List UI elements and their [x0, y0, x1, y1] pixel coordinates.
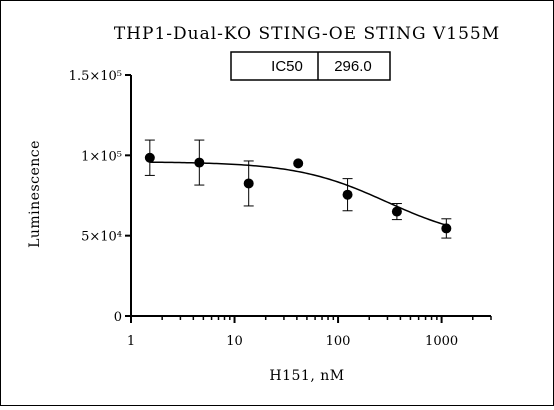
data-points: [144, 139, 452, 239]
ic50-table: IC50 296.0: [230, 51, 391, 81]
data-point: [194, 157, 205, 168]
x-tick-label: 100: [326, 334, 351, 349]
ic50-table-border: [230, 51, 391, 81]
y-tick-label: 1×10⁵: [81, 149, 122, 164]
x-tick-label: 10: [226, 334, 243, 349]
axes: [130, 75, 491, 317]
fit-curve: [149, 161, 447, 226]
data-point: [144, 152, 155, 163]
x-tick-label: 1000: [425, 334, 458, 349]
data-point: [391, 206, 402, 217]
ticks: 0 5×10⁴ 1×10⁵ 1.5×10⁵ 1 10 100 1000: [69, 69, 492, 349]
x-axis-label: H151, nM: [269, 368, 344, 384]
y-tick-label: 0: [114, 310, 122, 325]
data-point: [243, 178, 254, 189]
data-point: [441, 223, 452, 234]
y-tick-label: 1.5×10⁵: [69, 69, 122, 84]
ic50-value: 296.0: [334, 58, 372, 75]
data-point: [342, 189, 353, 200]
ic50-label: IC50: [271, 58, 303, 75]
fit-curve-group: [149, 161, 447, 226]
y-tick-label: 5×10⁴: [81, 230, 122, 245]
chart-title: THP1-Dual-KO STING-OE STING V155M: [114, 24, 500, 44]
x-tick-label: 1: [127, 334, 135, 349]
y-axis-label: Luminescence: [27, 140, 43, 248]
data-point: [293, 158, 304, 169]
